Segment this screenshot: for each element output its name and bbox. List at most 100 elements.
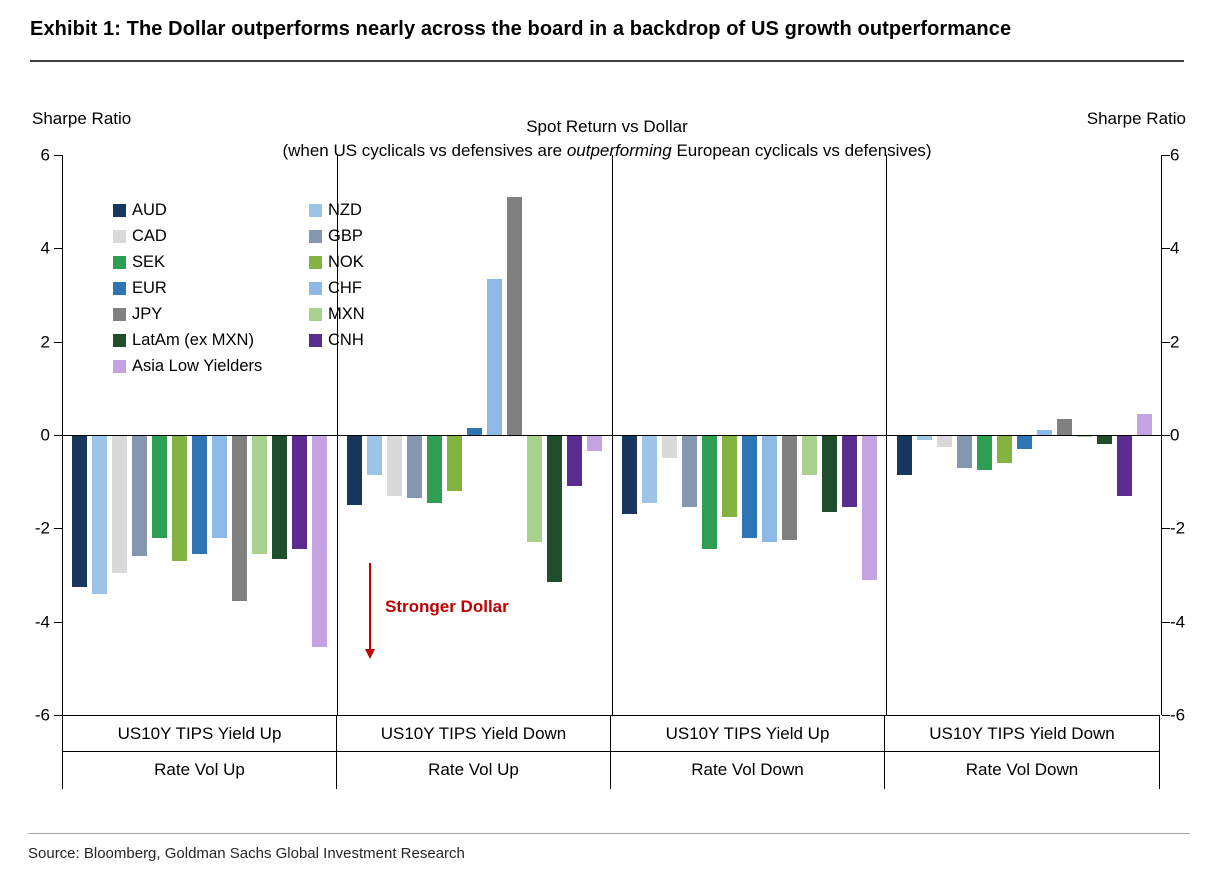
down-arrow-icon (369, 563, 371, 651)
legend-swatch-icon (309, 230, 322, 243)
bar-chf (761, 435, 777, 543)
legend-item-cnh: CNH (309, 331, 365, 350)
bar-slot (721, 155, 737, 715)
bar-asia-low-yielders (587, 435, 603, 452)
bar-slot (956, 155, 972, 715)
chart-subtitle-italic: outperforming (566, 141, 672, 160)
legend-item-cad: CAD (113, 227, 309, 246)
stronger-dollar-annotation: Stronger Dollar (365, 563, 615, 673)
right-ytick-label: -6 (1170, 705, 1186, 725)
bar-chf (1036, 430, 1052, 435)
right-axis-caption: Sharpe Ratio (1086, 109, 1186, 128)
right-axis-ticks: 6 4 2 0 -2 -4 -6 (1170, 147, 1210, 724)
legend-swatch-icon (309, 282, 322, 295)
legend-swatch-icon (113, 334, 126, 347)
bar-slot (547, 155, 563, 715)
category-line2: Rate Vol Down (965, 760, 1079, 779)
legend-item-chf: CHF (309, 279, 365, 298)
bar-cnh (841, 435, 857, 508)
legend-swatch-icon (309, 256, 322, 269)
bar-jpy (507, 197, 523, 435)
bar-slot (292, 155, 308, 715)
bar-latam-ex-mxn (547, 435, 563, 582)
right-ytick-label: 2 (1170, 332, 1180, 352)
title-divider (30, 60, 1184, 62)
bar-gbp (956, 435, 972, 468)
bar-slot (801, 155, 817, 715)
legend-swatch-icon (113, 204, 126, 217)
bar-slot (212, 155, 228, 715)
bar-sek (701, 435, 717, 550)
bar-slot (841, 155, 857, 715)
bar-slot (587, 155, 603, 715)
legend-swatch-icon (113, 256, 126, 269)
bar-slot (641, 155, 657, 715)
bar-slot (92, 155, 108, 715)
bar-slot (741, 155, 757, 715)
chart-title: Spot Return vs Dollar (526, 117, 688, 136)
bar-slot (936, 155, 952, 715)
right-ytick-label: 6 (1170, 145, 1180, 165)
bar-slot (427, 155, 443, 715)
legend-label: JPY (132, 305, 163, 323)
chart-subtitle-suffix: European cyclicals vs defensives) (671, 141, 932, 160)
bar-mxn (527, 435, 543, 543)
axis-tick-mark (54, 248, 62, 250)
left-ytick-label: 0 (40, 425, 50, 445)
category-line2: Rate Vol Down (691, 760, 804, 779)
legend-swatch-icon (113, 308, 126, 321)
bar-slot (1016, 155, 1032, 715)
down-arrow-head-icon (365, 649, 375, 659)
bar-sek (976, 435, 992, 470)
bar-asia-low-yielders (1136, 414, 1152, 435)
bar-eur (1016, 435, 1032, 449)
left-ytick-label: -2 (34, 518, 50, 538)
left-ytick-label: -4 (34, 612, 50, 632)
legend-swatch-icon (309, 308, 322, 321)
bar-group-3 (613, 155, 888, 715)
legend-label: Asia Low Yielders (132, 357, 263, 375)
legend-item-asia-low-yielders: Asia Low Yielders (113, 357, 309, 376)
bar-cad (112, 435, 128, 573)
legend-label: CAD (132, 227, 167, 245)
bar-slot (896, 155, 912, 715)
bar-nzd (641, 435, 657, 503)
bar-aud (621, 435, 637, 515)
axis-tick-mark (54, 621, 62, 623)
bar-nzd (916, 435, 932, 440)
axis-tick-mark (1162, 435, 1170, 436)
bar-slot (1136, 155, 1152, 715)
bar-slot (976, 155, 992, 715)
bar-eur (467, 428, 483, 435)
bar-slot (681, 155, 697, 715)
bar-eur (192, 435, 208, 554)
bar-latam-ex-mxn (1096, 435, 1112, 445)
legend-label: MXN (328, 305, 365, 323)
bar-asia-low-yielders (312, 435, 328, 648)
bar-cnh (567, 435, 583, 487)
category-line1: US10Y TIPS Yield Up (611, 716, 884, 752)
right-ytick-label: 0 (1170, 425, 1180, 445)
bar-jpy (781, 435, 797, 540)
bar-cad (936, 435, 952, 447)
right-ytick-label: 4 (1170, 238, 1180, 258)
bar-slot (272, 155, 288, 715)
category-cell-1: US10Y TIPS Yield Up Rate Vol Up (63, 716, 337, 789)
category-line1: US10Y TIPS Yield Down (885, 716, 1159, 752)
bar-gbp (681, 435, 697, 508)
legend-item-sek: SEK (113, 253, 309, 272)
axis-tick-mark (54, 528, 62, 530)
bar-aud (896, 435, 912, 475)
category-cell-2: US10Y TIPS Yield Down Rate Vol Up (337, 716, 611, 789)
bar-slot (996, 155, 1012, 715)
bar-slot (861, 155, 877, 715)
right-ytick-label: -4 (1170, 612, 1186, 632)
legend-item-nok: NOK (309, 253, 365, 272)
bar-slot (567, 155, 583, 715)
bar-slot (1056, 155, 1072, 715)
axis-tick-mark (1162, 341, 1170, 343)
legend-item-jpy: JPY (113, 305, 309, 324)
bar-slot (507, 155, 523, 715)
bar-cad (387, 435, 403, 496)
bar-group-4 (887, 155, 1161, 715)
